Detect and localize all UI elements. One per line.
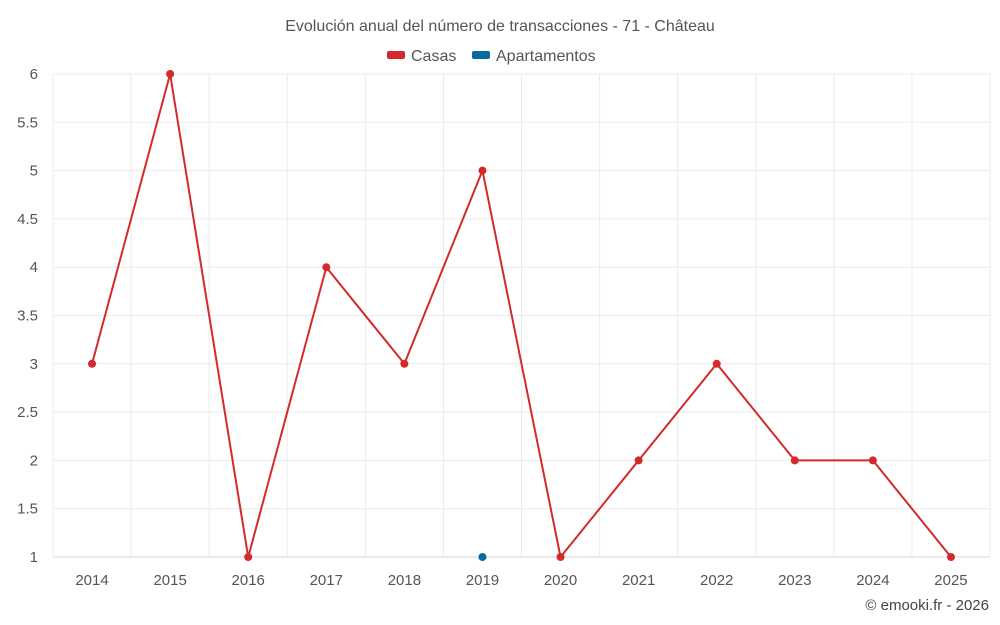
x-tick-label: 2022 bbox=[700, 572, 733, 589]
legend: Casas Apartamentos bbox=[387, 48, 596, 65]
x-tick-label: 2025 bbox=[934, 572, 967, 589]
chart-title: Evolución anual del número de transaccio… bbox=[285, 18, 715, 35]
data-point-casas[interactable] bbox=[244, 553, 253, 561]
data-point-casas[interactable] bbox=[556, 553, 565, 561]
x-tick-label: 2015 bbox=[153, 572, 186, 589]
x-tick-label: 2019 bbox=[466, 572, 499, 589]
y-tick-label: 4.5 bbox=[17, 211, 38, 228]
data-point-casas[interactable] bbox=[88, 359, 97, 368]
data-point-casas[interactable] bbox=[634, 456, 643, 465]
y-tick-label: 5.5 bbox=[17, 114, 38, 131]
legend-swatch-casas bbox=[387, 51, 405, 59]
grid bbox=[52, 73, 991, 558]
credit-text: © emooki.fr - 2026 bbox=[865, 597, 989, 614]
data-point-casas[interactable] bbox=[166, 70, 175, 78]
y-tick-label: 3.5 bbox=[17, 308, 38, 325]
legend-label-casas: Casas bbox=[411, 48, 456, 65]
x-tick-label: 2014 bbox=[75, 572, 108, 589]
series-line-casas bbox=[91, 73, 952, 558]
data-point-casas[interactable] bbox=[478, 166, 487, 175]
legend-item-casas[interactable]: Casas bbox=[387, 48, 456, 65]
y-tick-label: 2 bbox=[30, 452, 38, 469]
legend-swatch-apartamentos bbox=[472, 51, 490, 59]
y-tick-label: 2.5 bbox=[17, 404, 38, 421]
x-tick-label: 2020 bbox=[544, 572, 577, 589]
x-tick-label: 2023 bbox=[778, 572, 811, 589]
y-tick-label: 6 bbox=[30, 66, 38, 83]
x-axis-ticks: 2014 2015 2016 2017 2018 2019 2020 2021 2022 2023… bbox=[75, 572, 967, 589]
legend-item-apartamentos[interactable]: Apartamentos bbox=[472, 48, 596, 65]
data-point-casas[interactable] bbox=[712, 359, 721, 368]
y-tick-label: 3 bbox=[30, 356, 38, 373]
series bbox=[88, 70, 955, 561]
y-tick-label: 1.5 bbox=[17, 501, 38, 518]
data-point-casas[interactable] bbox=[322, 263, 331, 272]
y-tick-label: 4 bbox=[30, 259, 38, 276]
y-axis-ticks: 1 1.5 2 2.5 3 3.5 4 4.5 5 5.5 6 bbox=[17, 66, 38, 566]
data-point-casas[interactable] bbox=[946, 553, 955, 561]
x-tick-label: 2016 bbox=[232, 572, 265, 589]
x-tick-label: 2018 bbox=[388, 572, 421, 589]
data-point-casas[interactable] bbox=[400, 359, 409, 368]
x-tick-label: 2024 bbox=[856, 572, 889, 589]
data-point-casas[interactable] bbox=[868, 456, 877, 465]
data-point-apartamentos[interactable] bbox=[478, 553, 487, 561]
x-tick-label: 2017 bbox=[310, 572, 343, 589]
y-tick-label: 1 bbox=[30, 549, 38, 566]
x-tick-label: 2021 bbox=[622, 572, 655, 589]
legend-label-apartamentos: Apartamentos bbox=[496, 48, 596, 65]
y-tick-label: 5 bbox=[30, 163, 38, 180]
data-point-casas[interactable] bbox=[790, 456, 799, 465]
